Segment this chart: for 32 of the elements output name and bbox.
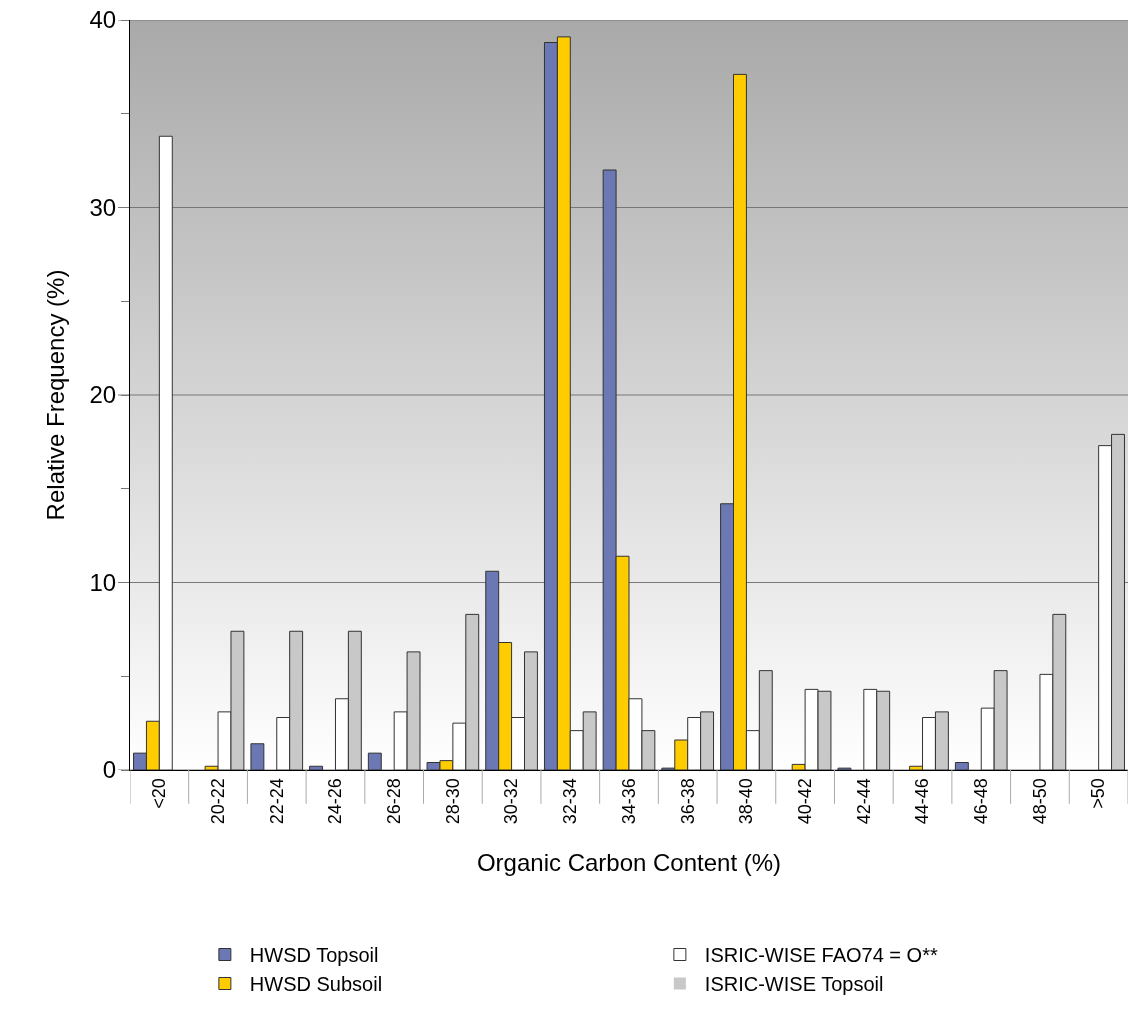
x-tick-label: 42-44 xyxy=(853,778,874,825)
bar xyxy=(250,743,265,770)
x-tick-label: 30-32 xyxy=(501,778,522,825)
x-tick-label: >50 xyxy=(1088,778,1109,809)
x-tick-label: 24-26 xyxy=(325,778,346,825)
y-tick-label: 30 xyxy=(89,193,117,221)
y-axis-title: Relative Frequency (%) xyxy=(41,269,69,521)
x-tick-label: 40-42 xyxy=(794,778,815,825)
x-tick-label: <20 xyxy=(149,778,170,809)
x-tick-label: 20-22 xyxy=(207,778,228,825)
bar xyxy=(954,762,969,770)
legend-label: HWSD Subsoil xyxy=(249,973,383,996)
y-tick-label: 40 xyxy=(89,6,117,34)
y-tick-label: 0 xyxy=(102,756,117,784)
x-tick-label: 44-46 xyxy=(912,778,933,825)
x-tick-label: 38-40 xyxy=(736,778,757,825)
x-tick-label: 22-24 xyxy=(266,778,287,825)
legend-label: ISRIC-WISE FAO74 = O** xyxy=(704,944,938,967)
y-tick-label: 10 xyxy=(89,568,117,596)
x-tick-label: 32-34 xyxy=(560,778,581,825)
x-tick-label: 36-38 xyxy=(677,778,698,825)
bar xyxy=(367,752,382,770)
x-tick-label: 26-28 xyxy=(384,778,405,825)
legend-label: ISRIC-WISE Topsoil xyxy=(704,973,884,996)
x-tick-label: 46-48 xyxy=(971,778,992,825)
x-tick-label: 34-36 xyxy=(618,778,639,825)
x-tick-label: 28-30 xyxy=(442,778,463,825)
y-tick-label: 20 xyxy=(89,381,117,409)
x-axis-title: Organic Carbon Content (%) xyxy=(476,848,782,876)
bar xyxy=(309,765,324,770)
x-tick-label: 48-50 xyxy=(1029,778,1050,825)
legend-label: HWSD Topsoil xyxy=(249,944,379,967)
